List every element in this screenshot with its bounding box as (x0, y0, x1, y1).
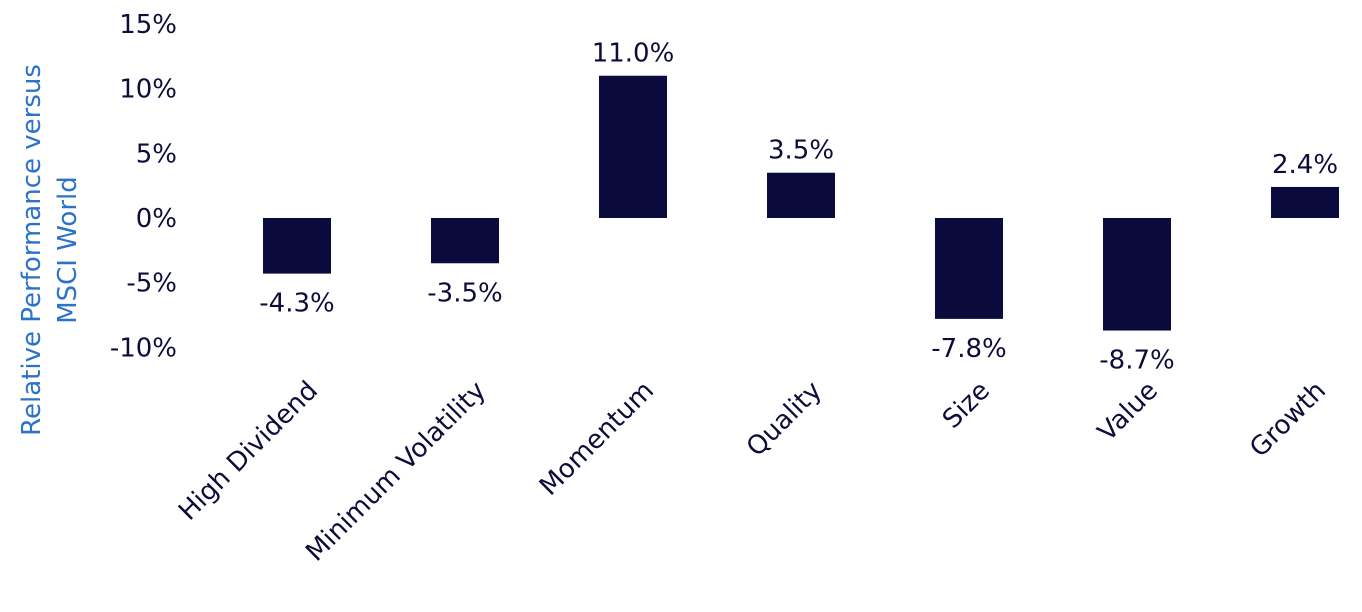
bar (1103, 218, 1171, 331)
data-label: -4.3% (259, 289, 334, 319)
y-axis-title-line: Relative Performance versus (17, 64, 47, 436)
data-label: -7.8% (931, 334, 1006, 364)
y-tick-label: -5% (126, 269, 177, 299)
data-label: -3.5% (427, 278, 502, 308)
bar (599, 75, 667, 218)
category-label: Value (1092, 376, 1164, 448)
y-tick-label: 10% (119, 75, 177, 105)
data-label: -8.7% (1099, 346, 1174, 376)
y-tick-label: 15% (119, 10, 177, 40)
bar (935, 218, 1003, 319)
category-label: High Dividend (173, 376, 324, 527)
bar (1271, 186, 1339, 218)
y-axis-ticks: 15% 10% 5% 0% -5% -10% (110, 10, 177, 363)
category-label: Momentum (534, 376, 660, 502)
y-tick-label: 0% (136, 204, 177, 234)
y-axis-title: Relative Performance versus MSCI World (17, 64, 83, 436)
bar (767, 172, 835, 218)
y-tick-label: -10% (110, 333, 177, 363)
y-tick-label: 5% (136, 139, 177, 169)
category-label: Growth (1244, 376, 1332, 464)
data-label: 11.0% (592, 39, 675, 69)
y-axis-title-line: MSCI World (53, 176, 83, 324)
data-label: 2.4% (1272, 150, 1338, 180)
category-label: Size (937, 376, 996, 435)
data-labels: -4.3% -3.5% 11.0% 3.5% -7.8% -8.7% 2.4% (259, 39, 1338, 376)
data-label: 3.5% (768, 136, 834, 166)
bar (263, 218, 331, 274)
category-label: Quality (741, 376, 828, 463)
category-label: Minimum Volatility (300, 376, 492, 568)
bar (431, 218, 499, 264)
bars (263, 75, 1339, 331)
